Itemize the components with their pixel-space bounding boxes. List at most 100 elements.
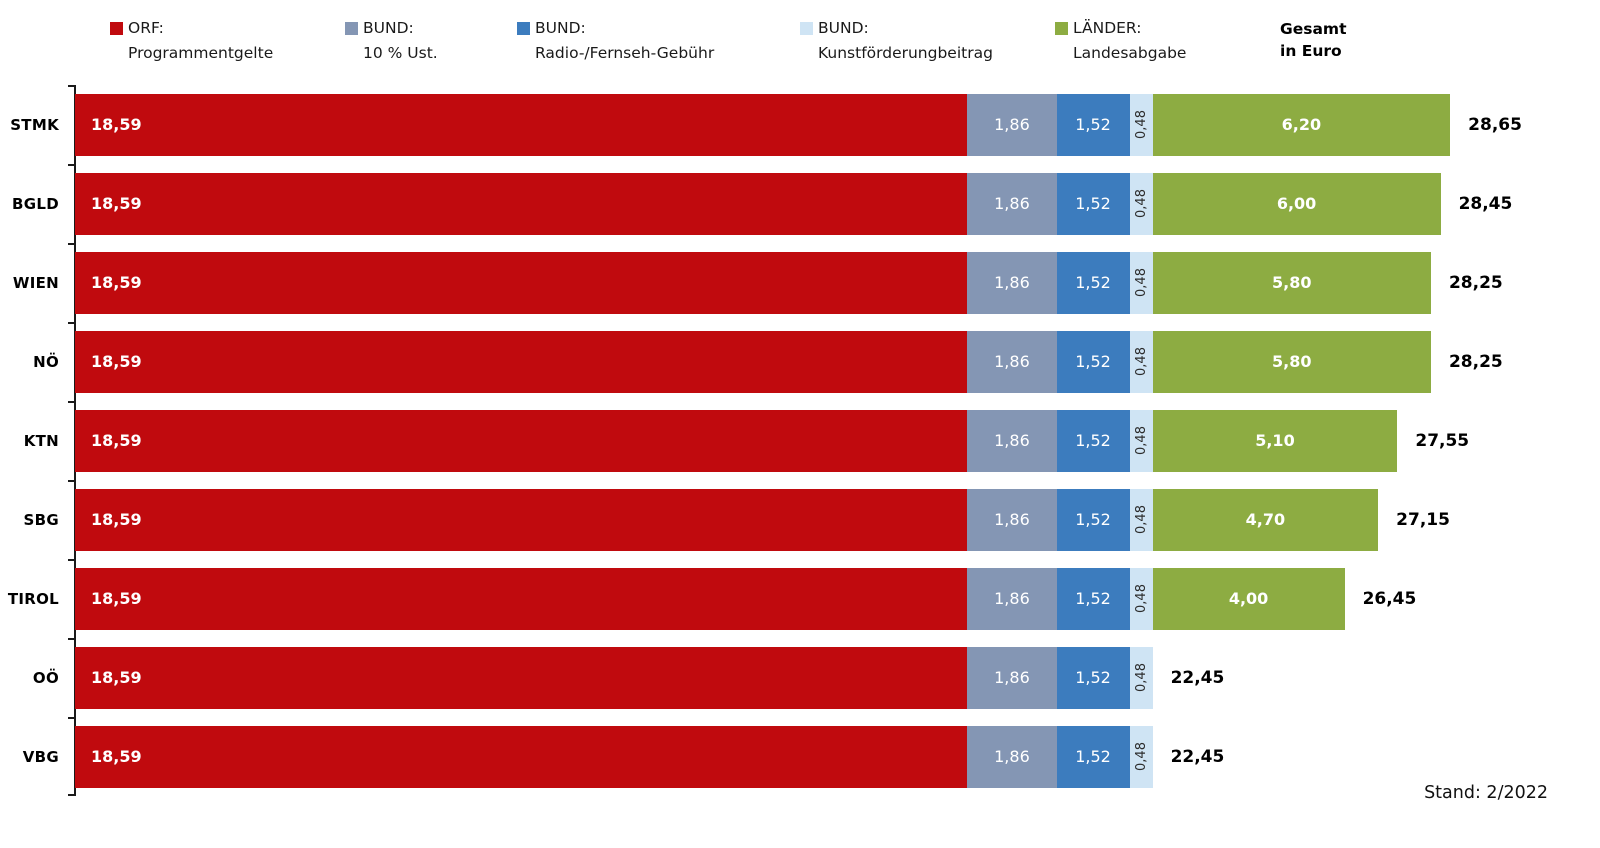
bar-segment-kunst: 0,48 (1129, 330, 1153, 393)
segment-value-label: 5,10 (1255, 431, 1295, 450)
segment-value-label: 1,52 (1075, 115, 1111, 134)
bar-segment-ust: 1,86 (967, 646, 1057, 709)
legend-label-top: BUND: (535, 19, 586, 37)
bar-segment-kunst: 0,48 (1129, 725, 1153, 788)
segment-value-label: 1,86 (994, 747, 1030, 766)
segment-value-label: 18,59 (91, 589, 142, 608)
total-label: 28,65 (1468, 114, 1522, 135)
legend-swatch-kunst (800, 21, 813, 35)
chart-row-tirol: TIROL 18,59 1,86 1,52 0,48 4,00 26,45 (8, 559, 1522, 638)
stacked-bar: 18,59 1,86 1,52 0,48 6,20 (75, 93, 1451, 156)
bar-segment-orf: 18,59 (75, 567, 968, 630)
category-label: WIEN (12, 273, 59, 292)
bar-segment-kunst: 0,48 (1129, 488, 1153, 551)
chart-row-oö: OÖ 18,59 1,86 1,52 0,48 22,45 (33, 638, 1522, 717)
bar-segment-gebuehr: 1,52 (1056, 725, 1130, 788)
category-label: BGLD (12, 194, 59, 213)
segment-value-label: 18,59 (91, 194, 142, 213)
segment-value-label: 1,86 (994, 668, 1030, 687)
segment-value-label: 1,52 (1075, 431, 1111, 450)
total-label: 27,15 (1396, 509, 1450, 530)
legend-swatch-gebuehr (517, 21, 530, 35)
segment-value-label: 18,59 (91, 115, 142, 134)
bar-segment-land: 5,80 (1152, 330, 1431, 393)
chart-row-wien: WIEN 18,59 1,86 1,52 0,48 5,80 28,25 (13, 243, 1522, 322)
segment-value-label: 5,80 (1272, 273, 1312, 292)
axis-tick (68, 794, 75, 796)
bar-segment-ust: 1,86 (967, 93, 1057, 156)
segment-value-label: 18,59 (91, 747, 142, 766)
total-label: 26,45 (1362, 588, 1417, 609)
bar-segment-gebuehr: 1,52 (1056, 251, 1130, 314)
axis-tick (68, 559, 75, 561)
legend-swatch-ust (345, 21, 358, 35)
segment-value-label: 1,86 (994, 352, 1030, 371)
segment-value-label: 18,59 (91, 668, 142, 687)
axis-tick (68, 401, 75, 403)
segment-value-label: 4,70 (1245, 510, 1286, 529)
segment-value-label: 0,48 (1133, 742, 1149, 771)
segment-value-label: 0,48 (1133, 505, 1149, 534)
bar-segment-land: 6,20 (1152, 93, 1451, 156)
bar-segment-gebuehr: 1,52 (1056, 409, 1130, 472)
segment-value-label: 18,59 (91, 431, 142, 450)
chart-row-ktn: KTN 18,59 1,86 1,52 0,48 5,10 27,55 (24, 401, 1522, 480)
axis-tick (68, 85, 75, 87)
axis-tick (68, 164, 75, 166)
segment-value-label: 1,86 (994, 194, 1030, 213)
segment-value-label: 0,48 (1133, 426, 1149, 455)
legend-label-bottom: Kunstförderungbeitrag (818, 44, 993, 63)
total-label: 22,45 (1170, 667, 1225, 688)
total-label: 28,25 (1448, 272, 1503, 293)
chart-row-sbg: SBG 18,59 1,86 1,52 0,48 4,70 27,15 (24, 480, 1522, 559)
segment-value-label: 6,00 (1276, 194, 1317, 213)
stacked-bar: 18,59 1,86 1,52 0,48 5,80 (75, 330, 1431, 393)
legend-label-top: ORF: (128, 19, 164, 37)
bar-segment-kunst: 0,48 (1129, 409, 1153, 472)
legend-item-ust: BUND: 10 % Ust. (345, 18, 438, 63)
segment-value-label: 4,00 (1228, 589, 1269, 608)
total-label: 28,25 (1448, 351, 1503, 372)
bar-segment-orf: 18,59 (75, 251, 968, 314)
segment-value-label: 1,52 (1075, 352, 1111, 371)
legend-item-orf: ORF: Programmentgelte (110, 18, 273, 63)
bar-segment-kunst: 0,48 (1129, 93, 1153, 156)
segment-value-label: 18,59 (91, 273, 142, 292)
bar-segment-gebuehr: 1,52 (1056, 330, 1130, 393)
segment-value-label: 0,48 (1133, 584, 1149, 613)
bar-segment-gebuehr: 1,52 (1056, 172, 1130, 235)
bar-segment-land: 6,00 (1152, 172, 1441, 235)
segment-value-label: 0,48 (1133, 663, 1149, 692)
legend-label-bottom: Landesabgabe (1073, 44, 1187, 63)
segment-value-label: 1,52 (1075, 589, 1111, 608)
bar-segment-land: 4,00 (1152, 567, 1345, 630)
legend-item-kunst: BUND: Kunstförderungbeitrag (800, 18, 993, 63)
axis-tick (68, 638, 75, 640)
stacked-bar: 18,59 1,86 1,52 0,48 (75, 725, 1153, 788)
legend-label-bottom: Radio-/Fernseh-Gebühr (535, 44, 715, 63)
bar-segment-ust: 1,86 (967, 172, 1057, 235)
stacked-bar: 18,59 1,86 1,52 0,48 (75, 646, 1153, 709)
stacked-bar: 18,59 1,86 1,52 0,48 4,00 (75, 567, 1345, 630)
chart-rows: STMK 18,59 1,86 1,52 0,48 6,20 28,65 BGLD 18,59 1… (8, 85, 1522, 796)
chart-row-bgld: BGLD 18,59 1,86 1,52 0,48 6,00 28,45 (12, 164, 1522, 243)
axis-tick (68, 243, 75, 245)
bar-segment-orf: 18,59 (75, 172, 968, 235)
legend-label-top: LÄNDER: (1073, 19, 1142, 37)
bar-segment-ust: 1,86 (967, 251, 1057, 314)
bar-segment-land: 5,80 (1152, 251, 1431, 314)
legend-label-bottom: Programmentgelte (128, 44, 274, 63)
axis-tick (68, 322, 75, 324)
bar-segment-orf: 18,59 (75, 488, 968, 551)
axis-tick (68, 717, 75, 719)
legend-swatch-orf (110, 21, 123, 35)
bar-segment-kunst: 0,48 (1129, 251, 1153, 314)
bar-segment-gebuehr: 1,52 (1056, 567, 1130, 630)
bar-segment-ust: 1,86 (967, 725, 1057, 788)
bar-segment-land: 4,70 (1152, 488, 1379, 551)
bar-segment-gebuehr: 1,52 (1056, 646, 1130, 709)
segment-value-label: 1,52 (1075, 194, 1111, 213)
segment-value-label: 1,86 (994, 115, 1030, 134)
stacked-bar: 18,59 1,86 1,52 0,48 4,70 (75, 488, 1379, 551)
